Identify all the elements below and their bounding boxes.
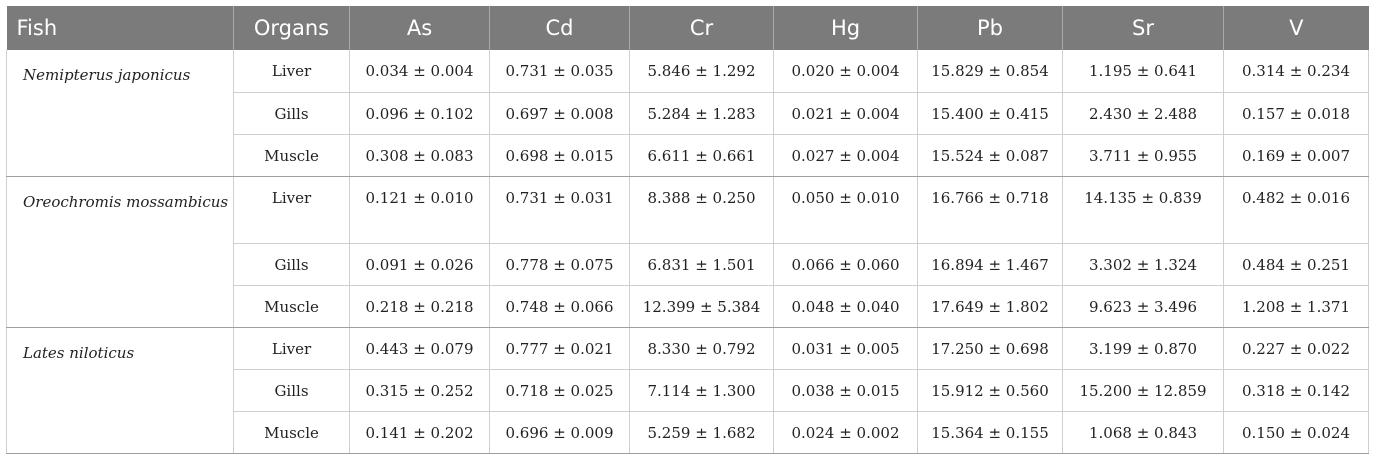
- organ-cell: Gills: [233, 92, 350, 135]
- value-cell-v: 1.208 ± 1.371: [1223, 285, 1369, 328]
- value-cell-pb: 15.400 ± 0.415: [917, 92, 1063, 135]
- value-cell-cd: 0.696 ± 0.009: [489, 411, 630, 454]
- header-organs: Organs: [233, 6, 350, 50]
- value-cell-hg: 0.050 ± 0.010: [773, 176, 918, 244]
- value-cell-v: 0.169 ± 0.007: [1223, 134, 1369, 177]
- value-cell-sr: 3.199 ± 0.870: [1062, 327, 1224, 370]
- fish-name-cell: Oreochromis mossambicus: [6, 176, 234, 328]
- value-cell-as: 0.121 ± 0.010: [349, 176, 490, 244]
- value-cell-cd: 0.731 ± 0.031: [489, 176, 630, 244]
- value-cell-sr: 1.068 ± 0.843: [1062, 411, 1224, 454]
- header-cr: Cr: [629, 6, 774, 50]
- value-cell-v: 0.314 ± 0.234: [1223, 50, 1369, 93]
- table-row: Muscle 0.218 ± 0.218 0.748 ± 0.066 12.399 ±…: [7, 285, 1369, 328]
- organ-cell: Liver: [233, 50, 350, 93]
- value-cell-pb: 17.250 ± 0.698: [917, 327, 1063, 370]
- value-cell-as: 0.308 ± 0.083: [349, 134, 490, 177]
- value-cell-cr: 6.831 ± 1.501: [629, 243, 774, 286]
- value-cell-as: 0.096 ± 0.102: [349, 92, 490, 135]
- value-cell-cd: 0.731 ± 0.035: [489, 50, 630, 93]
- value-cell-sr: 15.200 ± 12.859: [1062, 369, 1224, 412]
- value-cell-sr: 14.135 ± 0.839: [1062, 176, 1224, 244]
- value-cell-cr: 5.846 ± 1.292: [629, 50, 774, 93]
- value-cell-hg: 0.021 ± 0.004: [773, 92, 918, 135]
- table-row: Gills 0.315 ± 0.252 0.718 ± 0.025 7.114 ± 1…: [7, 369, 1369, 412]
- value-cell-cd: 0.777 ± 0.021: [489, 327, 630, 370]
- value-cell-as: 0.315 ± 0.252: [349, 369, 490, 412]
- value-cell-hg: 0.027 ± 0.004: [773, 134, 918, 177]
- value-cell-pb: 16.894 ± 1.467: [917, 243, 1063, 286]
- value-cell-as: 0.443 ± 0.079: [349, 327, 490, 370]
- value-cell-v: 0.227 ± 0.022: [1223, 327, 1369, 370]
- value-cell-cr: 7.114 ± 1.300: [629, 369, 774, 412]
- value-cell-v: 0.150 ± 0.024: [1223, 411, 1369, 454]
- value-cell-v: 0.484 ± 0.251: [1223, 243, 1369, 286]
- heavy-metals-table: Fish Organs As Cd Cr Hg Pb Sr V Nemipter…: [6, 6, 1369, 454]
- organ-cell: Muscle: [233, 411, 350, 454]
- value-cell-cr: 12.399 ± 5.384: [629, 285, 774, 328]
- value-cell-as: 0.141 ± 0.202: [349, 411, 490, 454]
- value-cell-cr: 6.611 ± 0.661: [629, 134, 774, 177]
- value-cell-pb: 16.766 ± 0.718: [917, 176, 1063, 244]
- organ-cell: Gills: [233, 243, 350, 286]
- value-cell-sr: 3.302 ± 1.324: [1062, 243, 1224, 286]
- fish-name-cell: Lates niloticus: [6, 327, 234, 454]
- fish-name-cell: Nemipterus japonicus: [6, 50, 234, 177]
- value-cell-cr: 8.388 ± 0.250: [629, 176, 774, 244]
- value-cell-sr: 3.711 ± 0.955: [1062, 134, 1224, 177]
- value-cell-sr: 2.430 ± 2.488: [1062, 92, 1224, 135]
- value-cell-pb: 15.829 ± 0.854: [917, 50, 1063, 93]
- value-cell-hg: 0.024 ± 0.002: [773, 411, 918, 454]
- table-row: Oreochromis mossambicus Liver 0.121 ± 0.01…: [6, 176, 1369, 328]
- value-cell-pb: 15.364 ± 0.155: [917, 411, 1063, 454]
- header-cd: Cd: [489, 6, 630, 50]
- table-body: Nemipterus japonicus Liver 0.034 ± 0.004 0.…: [6, 50, 1369, 454]
- table-row: Gills 0.091 ± 0.026 0.778 ± 0.075 6.831 ± 1…: [7, 243, 1369, 286]
- value-cell-sr: 9.623 ± 3.496: [1062, 285, 1224, 328]
- value-cell-hg: 0.048 ± 0.040: [773, 285, 918, 328]
- table-row: Muscle 0.141 ± 0.202 0.696 ± 0.009 5.259 ± …: [7, 411, 1369, 454]
- value-cell-cr: 5.259 ± 1.682: [629, 411, 774, 454]
- value-cell-hg: 0.038 ± 0.015: [773, 369, 918, 412]
- value-cell-cd: 0.697 ± 0.008: [489, 92, 630, 135]
- header-sr: Sr: [1062, 6, 1224, 50]
- header-hg: Hg: [773, 6, 918, 50]
- organ-cell: Muscle: [233, 285, 350, 328]
- value-cell-as: 0.218 ± 0.218: [349, 285, 490, 328]
- value-cell-cd: 0.718 ± 0.025: [489, 369, 630, 412]
- table-row: Muscle 0.308 ± 0.083 0.698 ± 0.015 6.611 ± …: [7, 134, 1369, 177]
- value-cell-cr: 5.284 ± 1.283: [629, 92, 774, 135]
- value-cell-pb: 15.912 ± 0.560: [917, 369, 1063, 412]
- table-row: Nemipterus japonicus Liver 0.034 ± 0.004 0.…: [6, 50, 1369, 177]
- value-cell-hg: 0.020 ± 0.004: [773, 50, 918, 93]
- organ-cell: Liver: [233, 176, 350, 244]
- value-cell-hg: 0.066 ± 0.060: [773, 243, 918, 286]
- value-cell-v: 0.482 ± 0.016: [1223, 176, 1369, 244]
- table-row: Gills 0.096 ± 0.102 0.697 ± 0.008 5.284 ± 1…: [7, 92, 1369, 135]
- value-cell-v: 0.157 ± 0.018: [1223, 92, 1369, 135]
- table-row: Lates niloticus Liver 0.443 ± 0.079 0.777 ±…: [6, 327, 1369, 454]
- header-fish: Fish: [6, 6, 234, 50]
- value-cell-as: 0.034 ± 0.004: [349, 50, 490, 93]
- value-cell-cd: 0.778 ± 0.075: [489, 243, 630, 286]
- value-cell-cd: 0.748 ± 0.066: [489, 285, 630, 328]
- organ-cell: Gills: [233, 369, 350, 412]
- value-cell-sr: 1.195 ± 0.641: [1062, 50, 1224, 93]
- value-cell-pb: 15.524 ± 0.087: [917, 134, 1063, 177]
- value-cell-as: 0.091 ± 0.026: [349, 243, 490, 286]
- header-v: V: [1223, 6, 1369, 50]
- value-cell-pb: 17.649 ± 1.802: [917, 285, 1063, 328]
- header-pb: Pb: [917, 6, 1063, 50]
- value-cell-hg: 0.031 ± 0.005: [773, 327, 918, 370]
- value-cell-cr: 8.330 ± 0.792: [629, 327, 774, 370]
- organ-cell: Liver: [233, 327, 350, 370]
- header-row: Fish Organs As Cd Cr Hg Pb Sr V: [6, 6, 1369, 50]
- value-cell-v: 0.318 ± 0.142: [1223, 369, 1369, 412]
- organ-cell: Muscle: [233, 134, 350, 177]
- value-cell-cd: 0.698 ± 0.015: [489, 134, 630, 177]
- header-as: As: [349, 6, 490, 50]
